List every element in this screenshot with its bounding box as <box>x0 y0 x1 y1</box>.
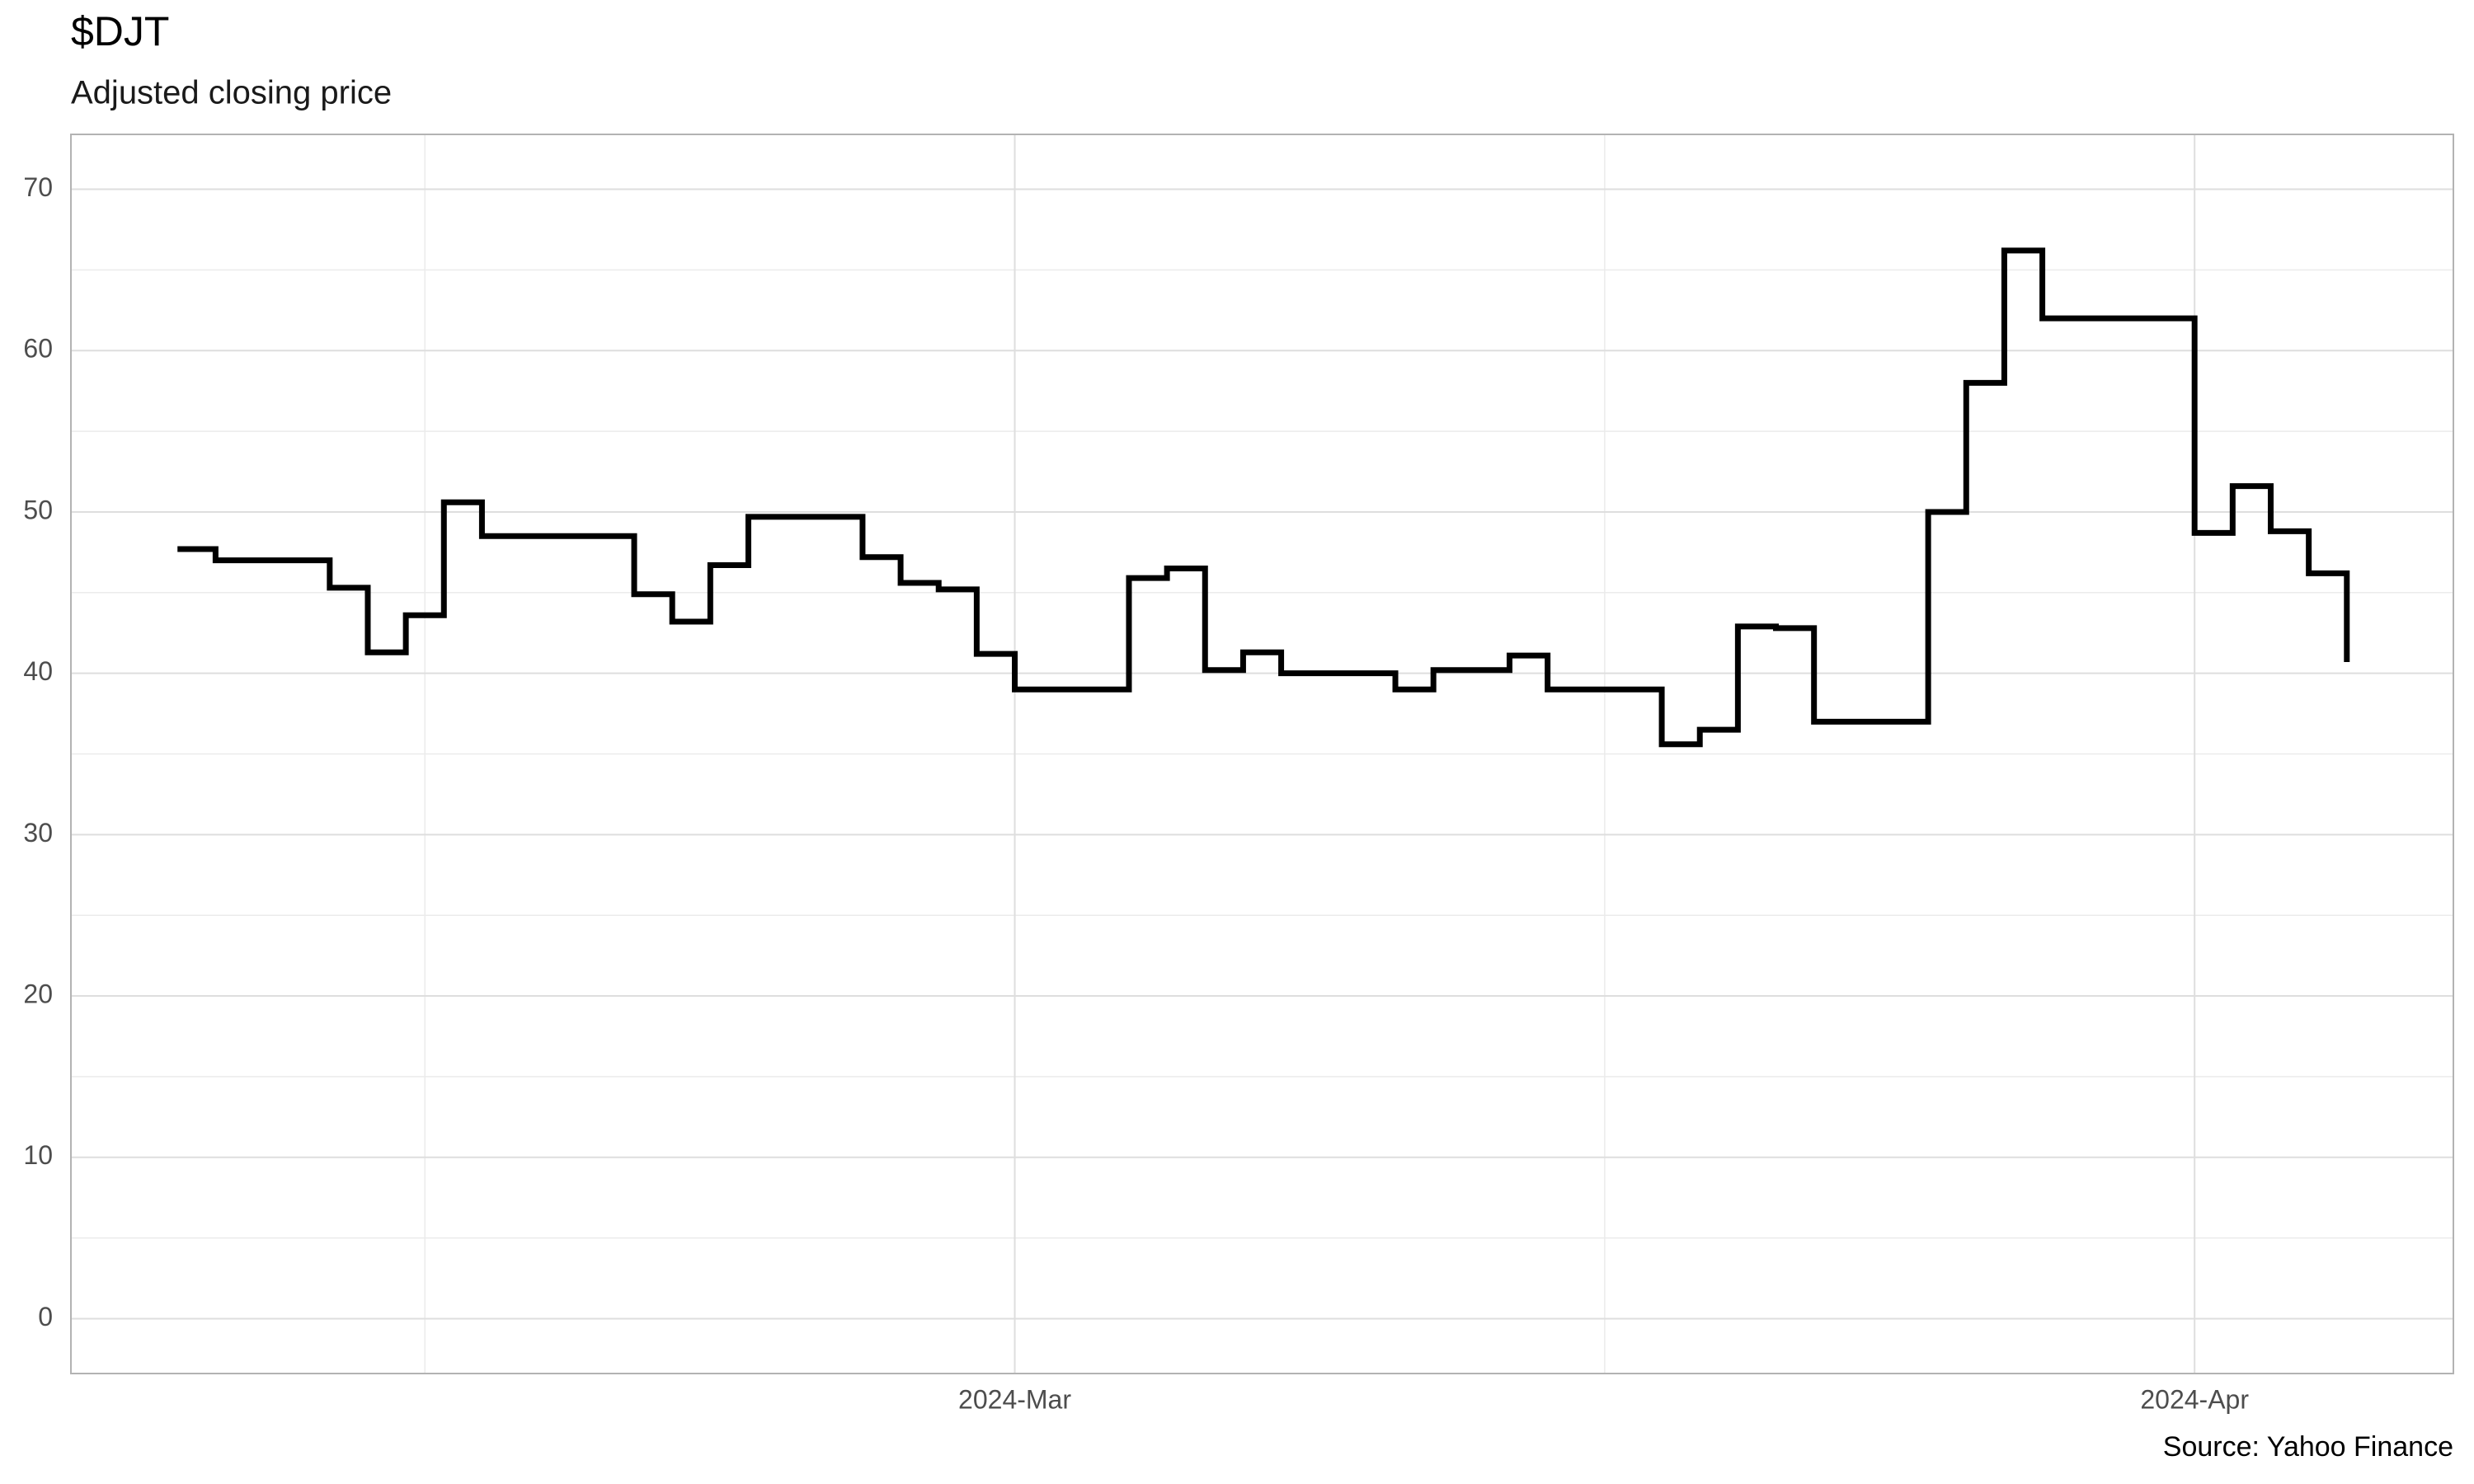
y-tick-label: 10 <box>23 1140 53 1170</box>
chart-subtitle: Adjusted closing price <box>71 75 392 111</box>
y-tick-label: 20 <box>23 979 53 1009</box>
y-tick-label: 40 <box>23 656 53 686</box>
price-line <box>177 247 2350 748</box>
y-tick-label: 70 <box>23 172 53 202</box>
y-tick-label: 30 <box>23 818 53 848</box>
y-tick-label: 50 <box>23 495 53 524</box>
x-tick-label: 2024-Apr <box>2140 1384 2249 1414</box>
y-tick-label: 0 <box>38 1302 53 1331</box>
chart-title: $DJT <box>71 8 169 54</box>
caption: Source: Yahoo Finance <box>2163 1431 2453 1463</box>
panel-border <box>70 134 2454 1374</box>
x-tick-label: 2024-Mar <box>958 1384 1071 1414</box>
y-tick-label: 60 <box>23 334 53 364</box>
